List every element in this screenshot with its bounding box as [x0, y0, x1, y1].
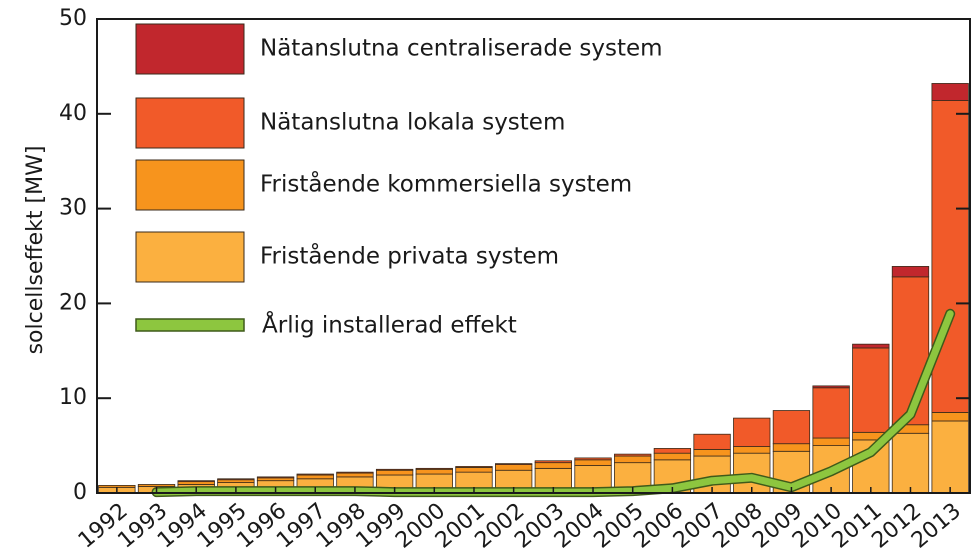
y-tick-label: 0 — [73, 480, 87, 505]
legend-swatch-4 — [135, 231, 245, 283]
bar-2000-series-2 — [415, 468, 453, 475]
annual-line-point — [749, 475, 754, 480]
annual-line-point — [710, 478, 715, 483]
bar-2005-series-2 — [614, 455, 652, 464]
legend-swatch-line — [135, 318, 245, 332]
bar-2013-series-1 — [931, 420, 969, 494]
legend: Nätanslutna centraliserade system Nätansl… — [135, 23, 663, 339]
bar-1996-series-3 — [256, 476, 295, 479]
y-tick-label: 40 — [59, 101, 87, 126]
bar-1997-series-3 — [296, 473, 334, 476]
bar-1995-series-3 — [217, 478, 255, 481]
bar-2003-series-3 — [534, 460, 572, 464]
legend-label-1: Nätanslutna centraliserade system — [260, 36, 663, 62]
bar-1993-series-2 — [137, 484, 176, 487]
bar-2012-series-3 — [891, 276, 930, 426]
bar-2009-series-2 — [772, 443, 811, 452]
bar-2007-series-1 — [693, 455, 731, 494]
plot-frame — [96, 18, 971, 494]
bar-2010-series-2 — [812, 437, 850, 446]
y-tick-label: 10 — [59, 385, 87, 410]
annual-line-point — [829, 469, 834, 474]
bar-1997-series-2 — [296, 474, 334, 480]
bar-1994-series-2 — [177, 481, 215, 485]
bar-2013-series-3 — [931, 100, 969, 413]
bar-2005-series-3 — [614, 453, 652, 457]
legend-label-3: Fristående kommersiella system — [260, 170, 632, 198]
legend-label-line: Årlig installerad effekt — [262, 311, 517, 339]
bars-group — [98, 83, 969, 494]
bar-2007-series-2 — [693, 448, 731, 457]
annual-line-point — [868, 450, 873, 455]
bar-2004-series-3 — [574, 457, 612, 461]
bar-2004-series-2 — [574, 459, 612, 466]
legend-label-2: Nätanslutna lokala system — [260, 110, 565, 136]
legend-swatch-3 — [135, 159, 245, 211]
bar-2006-series-2 — [653, 452, 692, 461]
y-tick-label: 50 — [59, 6, 87, 31]
annual-line-point — [948, 311, 953, 316]
bar-2011-series-3 — [852, 347, 890, 433]
bar-2002-series-3 — [495, 463, 533, 465]
bar-2007-series-3 — [693, 433, 731, 450]
bar-2001-series-2 — [455, 467, 493, 473]
y-tick-label: 30 — [59, 196, 87, 221]
bar-2003-series-2 — [534, 462, 572, 469]
bar-2010-series-3 — [812, 387, 850, 439]
bar-2012-series-1 — [891, 432, 930, 494]
annual-line-point — [908, 412, 913, 417]
bar-2008-series-3 — [733, 417, 771, 447]
y-axis-title: solcellseffekt [MW] — [23, 146, 48, 355]
bar-2013-series-2 — [931, 412, 969, 422]
legend-label-4: Fristående privata system — [260, 242, 559, 270]
bar-2000-series-3 — [415, 467, 453, 470]
bar-2012-series-4 — [891, 266, 930, 278]
bar-2002-series-2 — [495, 464, 533, 471]
bar-2009-series-3 — [772, 410, 811, 445]
bar-1996-series-2 — [256, 477, 295, 482]
bar-2010-series-4 — [812, 385, 850, 389]
legend-swatch-1 — [135, 23, 245, 75]
bar-1998-series-2 — [336, 472, 374, 478]
bar-2006-series-3 — [653, 448, 692, 454]
bar-1998-series-3 — [336, 471, 374, 474]
bar-1994-series-3 — [177, 480, 215, 483]
y-tick-label: 20 — [59, 290, 87, 315]
bar-2008-series-2 — [733, 446, 771, 454]
bar-2013-series-4 — [931, 83, 969, 101]
bar-1995-series-2 — [217, 479, 255, 483]
bar-1999-series-3 — [375, 468, 414, 471]
legend-swatch-2 — [135, 97, 245, 149]
bar-1999-series-2 — [375, 469, 414, 476]
bar-2001-series-3 — [455, 466, 493, 468]
bar-2011-series-4 — [852, 343, 890, 349]
